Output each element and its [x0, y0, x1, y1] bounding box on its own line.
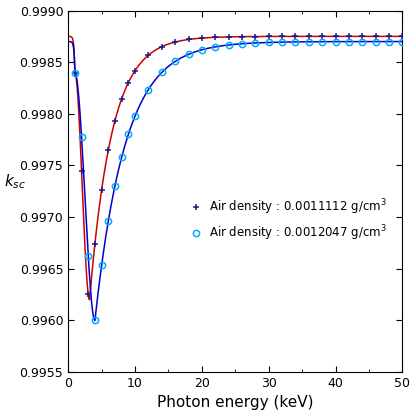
Air density : 0.0011112 g/cm$^3$: (28, 0.999): 0.0011112 g/cm$^3$: (28, 0.999)	[253, 34, 258, 39]
Air density : 0.0011112 g/cm$^3$: (36, 0.999): 0.0011112 g/cm$^3$: (36, 0.999)	[306, 34, 311, 39]
Air density : 0.0011112 g/cm$^3$: (3, 0.996): 0.0011112 g/cm$^3$: (3, 0.996)	[86, 292, 91, 297]
Air density : 0.0012047 g/cm$^3$: (7, 0.997): 0.0012047 g/cm$^3$: (7, 0.997)	[112, 183, 117, 188]
Air density : 0.0012047 g/cm$^3$: (20, 0.999): 0.0012047 g/cm$^3$: (20, 0.999)	[199, 47, 204, 52]
X-axis label: Photon energy (keV): Photon energy (keV)	[157, 396, 314, 411]
Air density : 0.0011112 g/cm$^3$: (10, 0.998): 0.0011112 g/cm$^3$: (10, 0.998)	[133, 68, 138, 73]
Air density : 0.0012047 g/cm$^3$: (42, 0.999): 0.0012047 g/cm$^3$: (42, 0.999)	[347, 39, 352, 44]
Air density : 0.0012047 g/cm$^3$: (5, 0.997): 0.0012047 g/cm$^3$: (5, 0.997)	[99, 263, 104, 268]
Line: Air density : 0.0011112 g/cm$^3$: Air density : 0.0011112 g/cm$^3$	[72, 33, 406, 298]
Air density : 0.0011112 g/cm$^3$: (24, 0.999): 0.0011112 g/cm$^3$: (24, 0.999)	[226, 35, 231, 40]
Y-axis label: $k_{sc}$: $k_{sc}$	[4, 173, 26, 191]
Air density : 0.0012047 g/cm$^3$: (18, 0.999): 0.0012047 g/cm$^3$: (18, 0.999)	[186, 52, 191, 57]
Air density : 0.0012047 g/cm$^3$: (6, 0.997): 0.0012047 g/cm$^3$: (6, 0.997)	[106, 219, 111, 224]
Air density : 0.0011112 g/cm$^3$: (5, 0.997): 0.0011112 g/cm$^3$: (5, 0.997)	[99, 187, 104, 192]
Air density : 0.0012047 g/cm$^3$: (28, 0.999): 0.0012047 g/cm$^3$: (28, 0.999)	[253, 40, 258, 45]
Air density : 0.0012047 g/cm$^3$: (3, 0.997): 0.0012047 g/cm$^3$: (3, 0.997)	[86, 254, 91, 259]
Air density : 0.0012047 g/cm$^3$: (16, 0.999): 0.0012047 g/cm$^3$: (16, 0.999)	[173, 59, 178, 64]
Air density : 0.0012047 g/cm$^3$: (24, 0.999): 0.0012047 g/cm$^3$: (24, 0.999)	[226, 42, 231, 47]
Air density : 0.0011112 g/cm$^3$: (8, 0.998): 0.0011112 g/cm$^3$: (8, 0.998)	[119, 96, 124, 101]
Air density : 0.0011112 g/cm$^3$: (12, 0.999): 0.0011112 g/cm$^3$: (12, 0.999)	[146, 53, 151, 58]
Air density : 0.0012047 g/cm$^3$: (34, 0.999): 0.0012047 g/cm$^3$: (34, 0.999)	[293, 40, 298, 45]
Line: Air density : 0.0012047 g/cm$^3$: Air density : 0.0012047 g/cm$^3$	[72, 38, 406, 324]
Air density : 0.0011112 g/cm$^3$: (4, 0.997): 0.0011112 g/cm$^3$: (4, 0.997)	[92, 241, 97, 246]
Air density : 0.0012047 g/cm$^3$: (46, 0.999): 0.0012047 g/cm$^3$: (46, 0.999)	[373, 39, 378, 44]
Air density : 0.0012047 g/cm$^3$: (4, 0.996): 0.0012047 g/cm$^3$: (4, 0.996)	[92, 318, 97, 323]
Air density : 0.0011112 g/cm$^3$: (20, 0.999): 0.0011112 g/cm$^3$: (20, 0.999)	[199, 36, 204, 41]
Air density : 0.0012047 g/cm$^3$: (44, 0.999): 0.0012047 g/cm$^3$: (44, 0.999)	[360, 39, 365, 44]
Air density : 0.0012047 g/cm$^3$: (1, 0.998): 0.0012047 g/cm$^3$: (1, 0.998)	[72, 70, 77, 75]
Air density : 0.0011112 g/cm$^3$: (40, 0.999): 0.0011112 g/cm$^3$: (40, 0.999)	[333, 34, 338, 39]
Air density : 0.0012047 g/cm$^3$: (22, 0.999): 0.0012047 g/cm$^3$: (22, 0.999)	[213, 45, 218, 50]
Air density : 0.0011112 g/cm$^3$: (48, 0.999): 0.0011112 g/cm$^3$: (48, 0.999)	[386, 34, 391, 39]
Air density : 0.0012047 g/cm$^3$: (10, 0.998): 0.0012047 g/cm$^3$: (10, 0.998)	[133, 114, 138, 119]
Air density : 0.0011112 g/cm$^3$: (32, 0.999): 0.0011112 g/cm$^3$: (32, 0.999)	[280, 34, 285, 39]
Air density : 0.0011112 g/cm$^3$: (22, 0.999): 0.0011112 g/cm$^3$: (22, 0.999)	[213, 35, 218, 40]
Air density : 0.0012047 g/cm$^3$: (48, 0.999): 0.0012047 g/cm$^3$: (48, 0.999)	[386, 39, 391, 44]
Air density : 0.0012047 g/cm$^3$: (30, 0.999): 0.0012047 g/cm$^3$: (30, 0.999)	[266, 40, 271, 45]
Air density : 0.0011112 g/cm$^3$: (2, 0.997): 0.0011112 g/cm$^3$: (2, 0.997)	[79, 168, 84, 173]
Air density : 0.0012047 g/cm$^3$: (38, 0.999): 0.0012047 g/cm$^3$: (38, 0.999)	[320, 39, 325, 44]
Air density : 0.0011112 g/cm$^3$: (9, 0.998): 0.0011112 g/cm$^3$: (9, 0.998)	[126, 80, 131, 85]
Air density : 0.0011112 g/cm$^3$: (38, 0.999): 0.0011112 g/cm$^3$: (38, 0.999)	[320, 34, 325, 39]
Air density : 0.0011112 g/cm$^3$: (6, 0.998): 0.0011112 g/cm$^3$: (6, 0.998)	[106, 148, 111, 153]
Air density : 0.0012047 g/cm$^3$: (36, 0.999): 0.0012047 g/cm$^3$: (36, 0.999)	[306, 39, 311, 44]
Air density : 0.0011112 g/cm$^3$: (16, 0.999): 0.0011112 g/cm$^3$: (16, 0.999)	[173, 40, 178, 45]
Air density : 0.0011112 g/cm$^3$: (46, 0.999): 0.0011112 g/cm$^3$: (46, 0.999)	[373, 34, 378, 39]
Air density : 0.0012047 g/cm$^3$: (50, 0.999): 0.0012047 g/cm$^3$: (50, 0.999)	[400, 39, 405, 44]
Air density : 0.0012047 g/cm$^3$: (2, 0.998): 0.0012047 g/cm$^3$: (2, 0.998)	[79, 134, 84, 139]
Air density : 0.0011112 g/cm$^3$: (42, 0.999): 0.0011112 g/cm$^3$: (42, 0.999)	[347, 34, 352, 39]
Air density : 0.0012047 g/cm$^3$: (32, 0.999): 0.0012047 g/cm$^3$: (32, 0.999)	[280, 40, 285, 45]
Air density : 0.0012047 g/cm$^3$: (40, 0.999): 0.0012047 g/cm$^3$: (40, 0.999)	[333, 39, 338, 44]
Air density : 0.0011112 g/cm$^3$: (1, 0.998): 0.0011112 g/cm$^3$: (1, 0.998)	[72, 70, 77, 75]
Air density : 0.0012047 g/cm$^3$: (12, 0.998): 0.0012047 g/cm$^3$: (12, 0.998)	[146, 87, 151, 92]
Air density : 0.0012047 g/cm$^3$: (14, 0.998): 0.0012047 g/cm$^3$: (14, 0.998)	[159, 70, 164, 75]
Air density : 0.0012047 g/cm$^3$: (9, 0.998): 0.0012047 g/cm$^3$: (9, 0.998)	[126, 132, 131, 137]
Air density : 0.0011112 g/cm$^3$: (18, 0.999): 0.0011112 g/cm$^3$: (18, 0.999)	[186, 37, 191, 42]
Air density : 0.0011112 g/cm$^3$: (44, 0.999): 0.0011112 g/cm$^3$: (44, 0.999)	[360, 34, 365, 39]
Air density : 0.0012047 g/cm$^3$: (8, 0.998): 0.0012047 g/cm$^3$: (8, 0.998)	[119, 155, 124, 160]
Air density : 0.0011112 g/cm$^3$: (50, 0.999): 0.0011112 g/cm$^3$: (50, 0.999)	[400, 34, 405, 39]
Air density : 0.0011112 g/cm$^3$: (34, 0.999): 0.0011112 g/cm$^3$: (34, 0.999)	[293, 34, 298, 39]
Legend: Air density : 0.0011112 g/cm$^3$, Air density : 0.0012047 g/cm$^3$: Air density : 0.0011112 g/cm$^3$, Air de…	[189, 198, 386, 243]
Air density : 0.0011112 g/cm$^3$: (26, 0.999): 0.0011112 g/cm$^3$: (26, 0.999)	[240, 34, 245, 39]
Air density : 0.0011112 g/cm$^3$: (14, 0.999): 0.0011112 g/cm$^3$: (14, 0.999)	[159, 44, 164, 49]
Air density : 0.0011112 g/cm$^3$: (7, 0.998): 0.0011112 g/cm$^3$: (7, 0.998)	[112, 118, 117, 123]
Air density : 0.0011112 g/cm$^3$: (30, 0.999): 0.0011112 g/cm$^3$: (30, 0.999)	[266, 34, 271, 39]
Air density : 0.0012047 g/cm$^3$: (26, 0.999): 0.0012047 g/cm$^3$: (26, 0.999)	[240, 41, 245, 46]
